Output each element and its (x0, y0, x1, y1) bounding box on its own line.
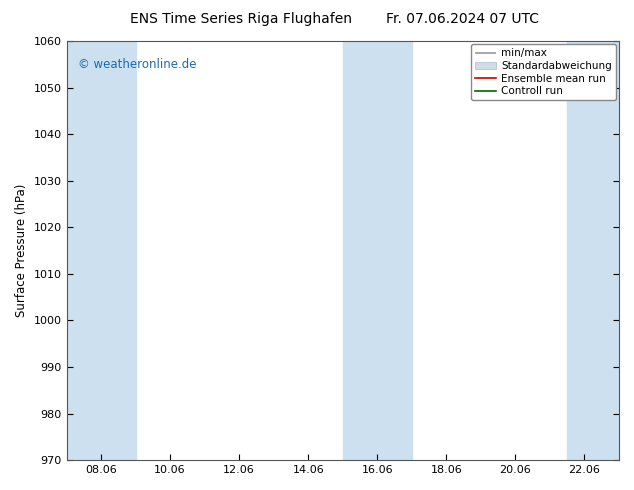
Text: Fr. 07.06.2024 07 UTC: Fr. 07.06.2024 07 UTC (386, 12, 540, 26)
Bar (67, 41, 136, 460)
Text: © weatheronline.de: © weatheronline.de (77, 58, 196, 71)
Bar (343, 41, 412, 460)
Bar (567, 41, 634, 460)
Text: ENS Time Series Riga Flughafen: ENS Time Series Riga Flughafen (130, 12, 352, 26)
Legend: min/max, Standardabweichung, Ensemble mean run, Controll run: min/max, Standardabweichung, Ensemble me… (471, 44, 616, 100)
Y-axis label: Surface Pressure (hPa): Surface Pressure (hPa) (15, 184, 28, 318)
